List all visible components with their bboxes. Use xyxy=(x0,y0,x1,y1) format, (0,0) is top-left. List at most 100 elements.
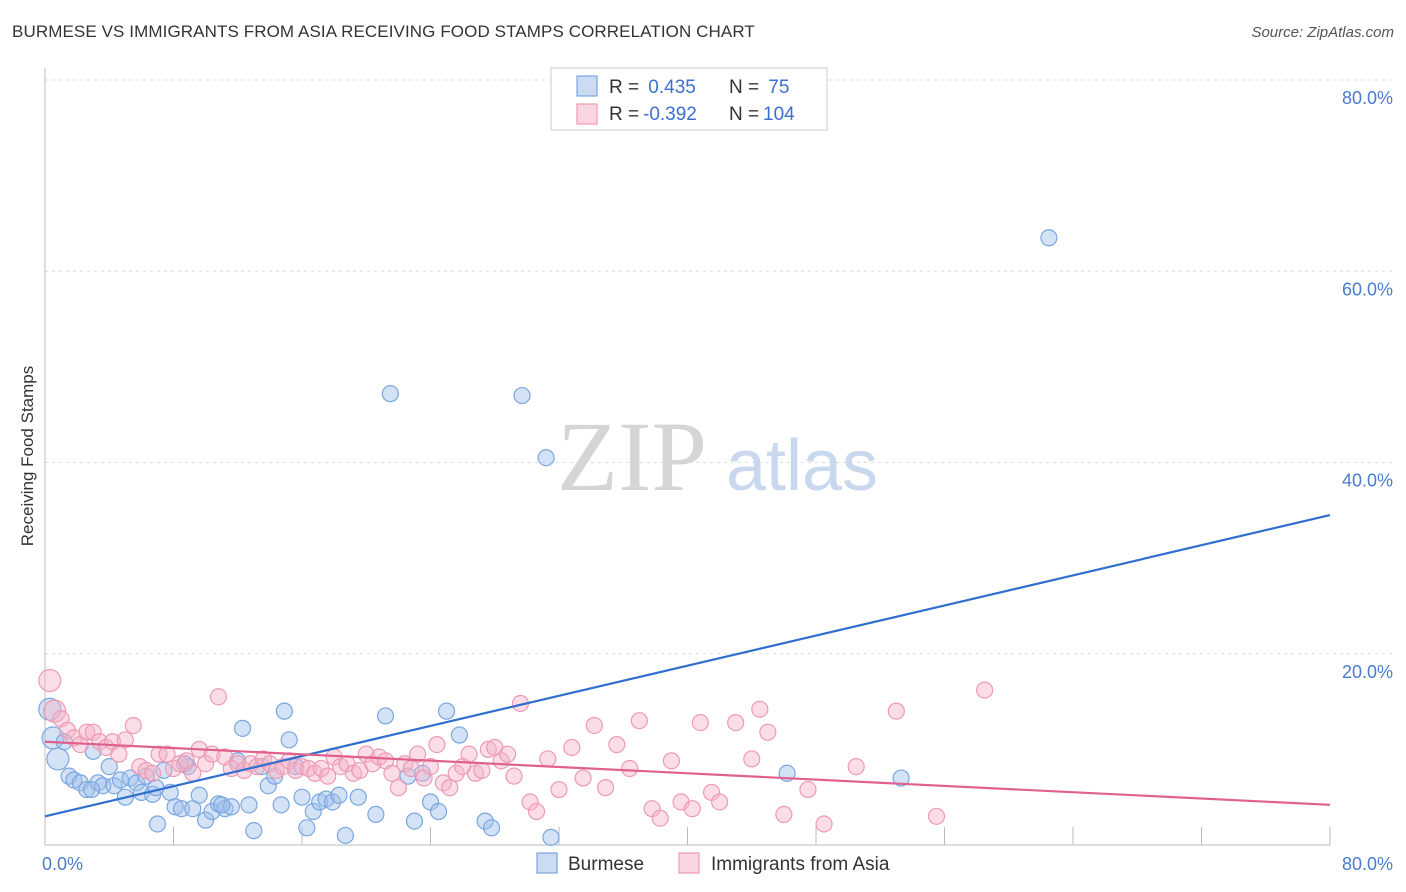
point-immigrants-79 xyxy=(574,769,592,787)
point-immigrants-100 xyxy=(847,757,865,776)
point-immigrants-12 xyxy=(116,731,134,749)
point-immigrants-6 xyxy=(78,723,96,741)
point-immigrants-89 xyxy=(683,800,701,818)
point-immigrants-84 xyxy=(630,712,648,730)
y-tick-label-3: 80.0% xyxy=(1342,88,1393,108)
point-immigrants-13 xyxy=(124,716,142,735)
point-burmese-63 xyxy=(476,812,494,830)
y-tick-label-1: 40.0% xyxy=(1342,471,1393,491)
point-burmese-35 xyxy=(240,796,258,814)
point-burmese-67 xyxy=(542,828,560,846)
point-immigrants-98 xyxy=(799,780,817,799)
point-burmese-42 xyxy=(280,731,298,749)
point-immigrants-82 xyxy=(608,735,626,754)
point-burmese-74 xyxy=(82,780,101,799)
point-burmese-23 xyxy=(166,798,184,816)
point-immigrants-86 xyxy=(651,809,669,827)
point-burmese-55 xyxy=(381,385,399,403)
point-immigrants-67 xyxy=(473,761,491,780)
point-immigrants-81 xyxy=(596,779,615,797)
point-burmese-44 xyxy=(293,788,311,806)
legend-n-value-2: 104 xyxy=(763,104,795,125)
source-credit: Source: ZipAtlas.com xyxy=(1251,24,1394,41)
series-immigrants-from-asia xyxy=(38,668,994,833)
point-immigrants-93 xyxy=(727,713,745,732)
point-burmese-66 xyxy=(537,449,555,467)
point-immigrants-83 xyxy=(621,759,639,778)
point-burmese-38 xyxy=(259,777,277,795)
point-immigrants-26 xyxy=(209,688,228,706)
point-burmese-16 xyxy=(127,774,146,792)
point-immigrants-75 xyxy=(527,802,546,821)
point-burmese-50 xyxy=(330,786,348,804)
point-immigrants-76 xyxy=(539,750,557,768)
point-immigrants-102 xyxy=(927,807,946,825)
bottom-legend: Burmese Immigrants from Asia xyxy=(536,852,890,875)
watermark: ZIP atlas xyxy=(557,401,878,512)
point-burmese-36 xyxy=(245,822,263,840)
legend-r-label-1: R = xyxy=(609,77,639,98)
trend-lines xyxy=(44,514,1331,818)
point-burmese-40 xyxy=(272,796,290,814)
point-immigrants-63 xyxy=(447,764,465,782)
bottom-legend-swatch-burmese xyxy=(536,852,558,874)
legend-box: R = 0.435 N = 75 R = -0.392 N = 104 xyxy=(550,67,828,131)
point-burmese-49 xyxy=(323,793,342,811)
point-burmese-72 xyxy=(213,796,231,814)
point-burmese-27 xyxy=(190,786,208,804)
point-immigrants-103 xyxy=(976,681,994,699)
legend-r-label-2: R = xyxy=(609,104,639,125)
point-immigrants-53 xyxy=(383,764,401,782)
bottom-legend-immigrants: Immigrants from Asia xyxy=(711,854,890,875)
point-immigrants-96 xyxy=(759,723,777,741)
bottom-legend-burmese: Burmese xyxy=(568,854,644,875)
point-immigrants-11 xyxy=(110,745,128,763)
point-immigrants-1 xyxy=(43,699,67,723)
point-burmese-62 xyxy=(450,726,469,744)
point-immigrants-7 xyxy=(84,723,102,741)
point-immigrants-59 xyxy=(421,757,440,776)
trendline-immigrants xyxy=(44,740,1331,806)
point-immigrants-80 xyxy=(585,716,603,735)
y-tick-labels: 20.0% 40.0% 60.0% 80.0% xyxy=(1342,88,1393,682)
point-burmese-65 xyxy=(513,386,531,405)
legend-n-label-2: N = xyxy=(729,104,759,125)
point-burmese-60 xyxy=(429,802,448,821)
point-immigrants-99 xyxy=(815,815,833,833)
chart-title: BURMESE VS IMMIGRANTS FROM ASIA RECEIVIN… xyxy=(12,22,755,41)
watermark-zip: ZIP xyxy=(557,401,707,512)
legend-r-value-1: 0.435 xyxy=(643,77,696,98)
point-immigrants-90 xyxy=(691,713,709,732)
point-burmese-54 xyxy=(376,707,395,725)
point-burmese-46 xyxy=(304,802,322,821)
point-burmese-73 xyxy=(147,779,165,797)
grid-lines xyxy=(45,79,1392,655)
point-burmese-12 xyxy=(105,777,123,795)
point-immigrants-94 xyxy=(743,750,761,768)
point-burmese-70 xyxy=(1040,229,1058,247)
point-immigrants-74 xyxy=(521,793,539,811)
point-immigrants-54 xyxy=(389,779,407,797)
point-immigrants-97 xyxy=(775,805,793,824)
point-burmese-41 xyxy=(275,702,293,720)
point-burmese-20 xyxy=(148,815,167,833)
point-immigrants-101 xyxy=(887,702,905,720)
point-immigrants-50 xyxy=(364,755,382,773)
x-tick-labels: 0.0% 80.0% xyxy=(42,854,1393,874)
legend-r-value-2: -0.392 xyxy=(643,104,697,125)
point-immigrants-87 xyxy=(662,752,681,770)
y-tick-label-2: 60.0% xyxy=(1342,279,1393,299)
point-burmese-61 xyxy=(437,702,456,720)
point-burmese-52 xyxy=(349,788,367,806)
y-axis-label: Receiving Food Stamps xyxy=(18,366,37,546)
point-immigrants-16 xyxy=(144,764,162,782)
point-immigrants-57 xyxy=(409,745,427,763)
point-immigrants-60 xyxy=(428,735,446,754)
point-burmese-28 xyxy=(197,811,215,829)
point-burmese-57 xyxy=(405,812,424,830)
point-burmese-69 xyxy=(892,769,910,787)
point-immigrants-0 xyxy=(38,668,62,693)
point-immigrants-43 xyxy=(319,767,337,785)
point-immigrants-77 xyxy=(550,780,568,799)
